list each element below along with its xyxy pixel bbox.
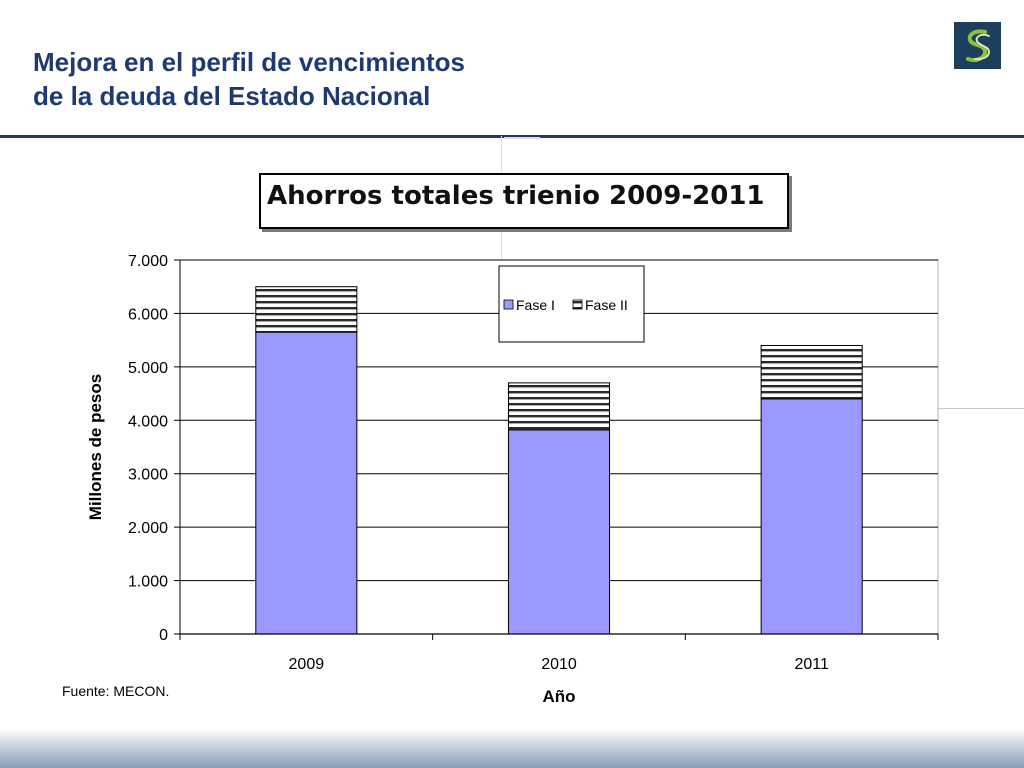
- legend-label-fase-2: Fase II: [585, 297, 628, 313]
- bar-fase-2-2011: [760, 344, 863, 400]
- legend-label-fase-1: Fase I: [516, 297, 555, 313]
- axes: [174, 259, 939, 640]
- y-tick-label: 4.000: [128, 413, 168, 430]
- y-tick-label: 1.000: [128, 574, 168, 591]
- tick-labels: 0 1.000 2.000 3.000 4.000 5.000 6.000 7.000 2009…: [128, 253, 829, 673]
- x-axis-label: Año: [542, 687, 575, 706]
- bar-fase-1-2010: [507, 429, 611, 635]
- y-tick-label: 0: [159, 627, 168, 644]
- title-divider: [0, 135, 1024, 138]
- slide-title-line-2: de la deuda del Estado Nacional: [33, 81, 431, 111]
- legend-swatch-fase-2: [572, 299, 583, 310]
- bars: [255, 286, 863, 635]
- y-tick-label: 6.000: [128, 306, 168, 323]
- legend-box: [498, 265, 645, 343]
- legend-swatch-fase-1: [503, 299, 514, 310]
- y-tick-label: 2.000: [128, 520, 168, 537]
- y-tick-label: 7.000: [128, 253, 168, 270]
- s-swirl-logo-icon: [954, 22, 1001, 69]
- legend: Fase I Fase II: [498, 265, 645, 343]
- slide-title: Mejora en el perfil de vencimientos de l…: [33, 45, 593, 113]
- y-tick-label: 5.000: [128, 360, 168, 377]
- x-tick-label: 2011: [794, 656, 829, 673]
- embedded-frame-mark: [504, 137, 540, 139]
- footer-band: [0, 728, 1024, 768]
- bar-fase-1-2009: [255, 331, 358, 635]
- x-tick-label: 2009: [289, 656, 325, 673]
- bar-fase-2-2010: [507, 382, 611, 431]
- chart-title-box: Ahorros totales trienio 2009-2011: [259, 173, 789, 229]
- x-tick-label: 2010: [541, 656, 577, 673]
- bar-fase-1-2011: [760, 398, 863, 635]
- source-note: Fuente: MECON.: [62, 683, 170, 699]
- y-axis-label: Millones de pesos: [86, 374, 105, 520]
- y-tick-label: 3.000: [128, 467, 168, 484]
- chart-title: Ahorros totales trienio 2009-2011: [267, 181, 765, 211]
- slide-title-line-1: Mejora en el perfil de vencimientos: [33, 47, 466, 77]
- bar-fase-2-2009: [255, 286, 358, 333]
